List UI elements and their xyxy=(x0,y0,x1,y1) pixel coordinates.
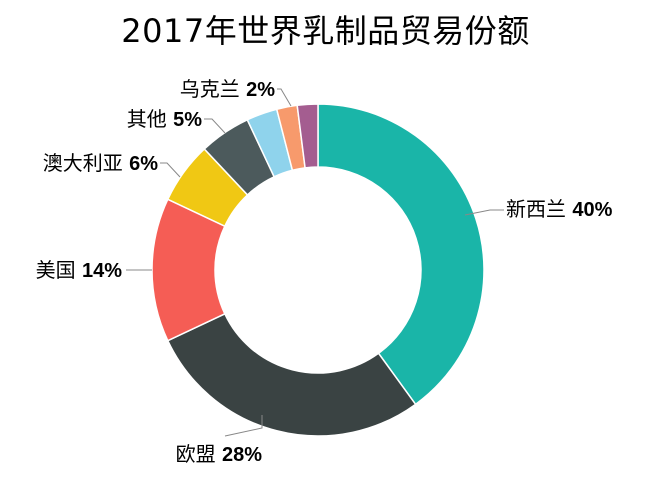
slice-label-value: 40% xyxy=(572,199,612,221)
slice-label-澳大利亚: 澳大利亚 6% xyxy=(43,151,158,175)
leader-lines-layer xyxy=(126,88,504,437)
slice-新西兰 xyxy=(317,103,485,406)
slice-label-乌克兰: 乌克兰 2% xyxy=(180,77,275,101)
slice-label-欧盟: 欧盟 28% xyxy=(176,442,263,466)
slice-label-其他: 其他 5% xyxy=(127,107,202,131)
slice-labels-layer: 新西兰 40% 欧盟 28% 美国 14% 澳大利亚 6% 其他 5% 乌克兰 2% xyxy=(36,77,613,466)
slice-label-name: 美国 xyxy=(36,258,82,282)
leader-line-澳大利亚 xyxy=(160,162,181,178)
slice-label-name: 欧盟 xyxy=(176,442,222,466)
slice-label-value: 5% xyxy=(173,109,202,131)
slice-label-新西兰: 新西兰 40% xyxy=(506,197,613,221)
leader-line-新西兰 xyxy=(464,209,504,216)
slice-label-name: 其他 xyxy=(127,107,173,131)
chart-title: 2017年世界乳制品贸易份额 xyxy=(121,12,530,50)
slice-label-value: 28% xyxy=(222,444,262,466)
slice-label-name: 澳大利亚 xyxy=(43,151,129,175)
leader-line-乌克兰 xyxy=(277,88,292,107)
slice-label-name: 乌克兰 xyxy=(180,77,246,101)
slice-label-name: 新西兰 xyxy=(506,197,572,221)
slice-label-value: 6% xyxy=(129,153,158,175)
leader-line-其他 xyxy=(204,118,226,134)
slice-label-value: 14% xyxy=(82,260,122,282)
leader-line-欧盟 xyxy=(224,415,263,437)
slices-layer xyxy=(151,103,485,437)
slice-unlabeled-7 xyxy=(296,103,319,169)
slice-欧盟 xyxy=(166,312,417,437)
slice-label-value: 2% xyxy=(246,79,275,101)
slice-label-美国: 美国 14% xyxy=(36,258,123,282)
